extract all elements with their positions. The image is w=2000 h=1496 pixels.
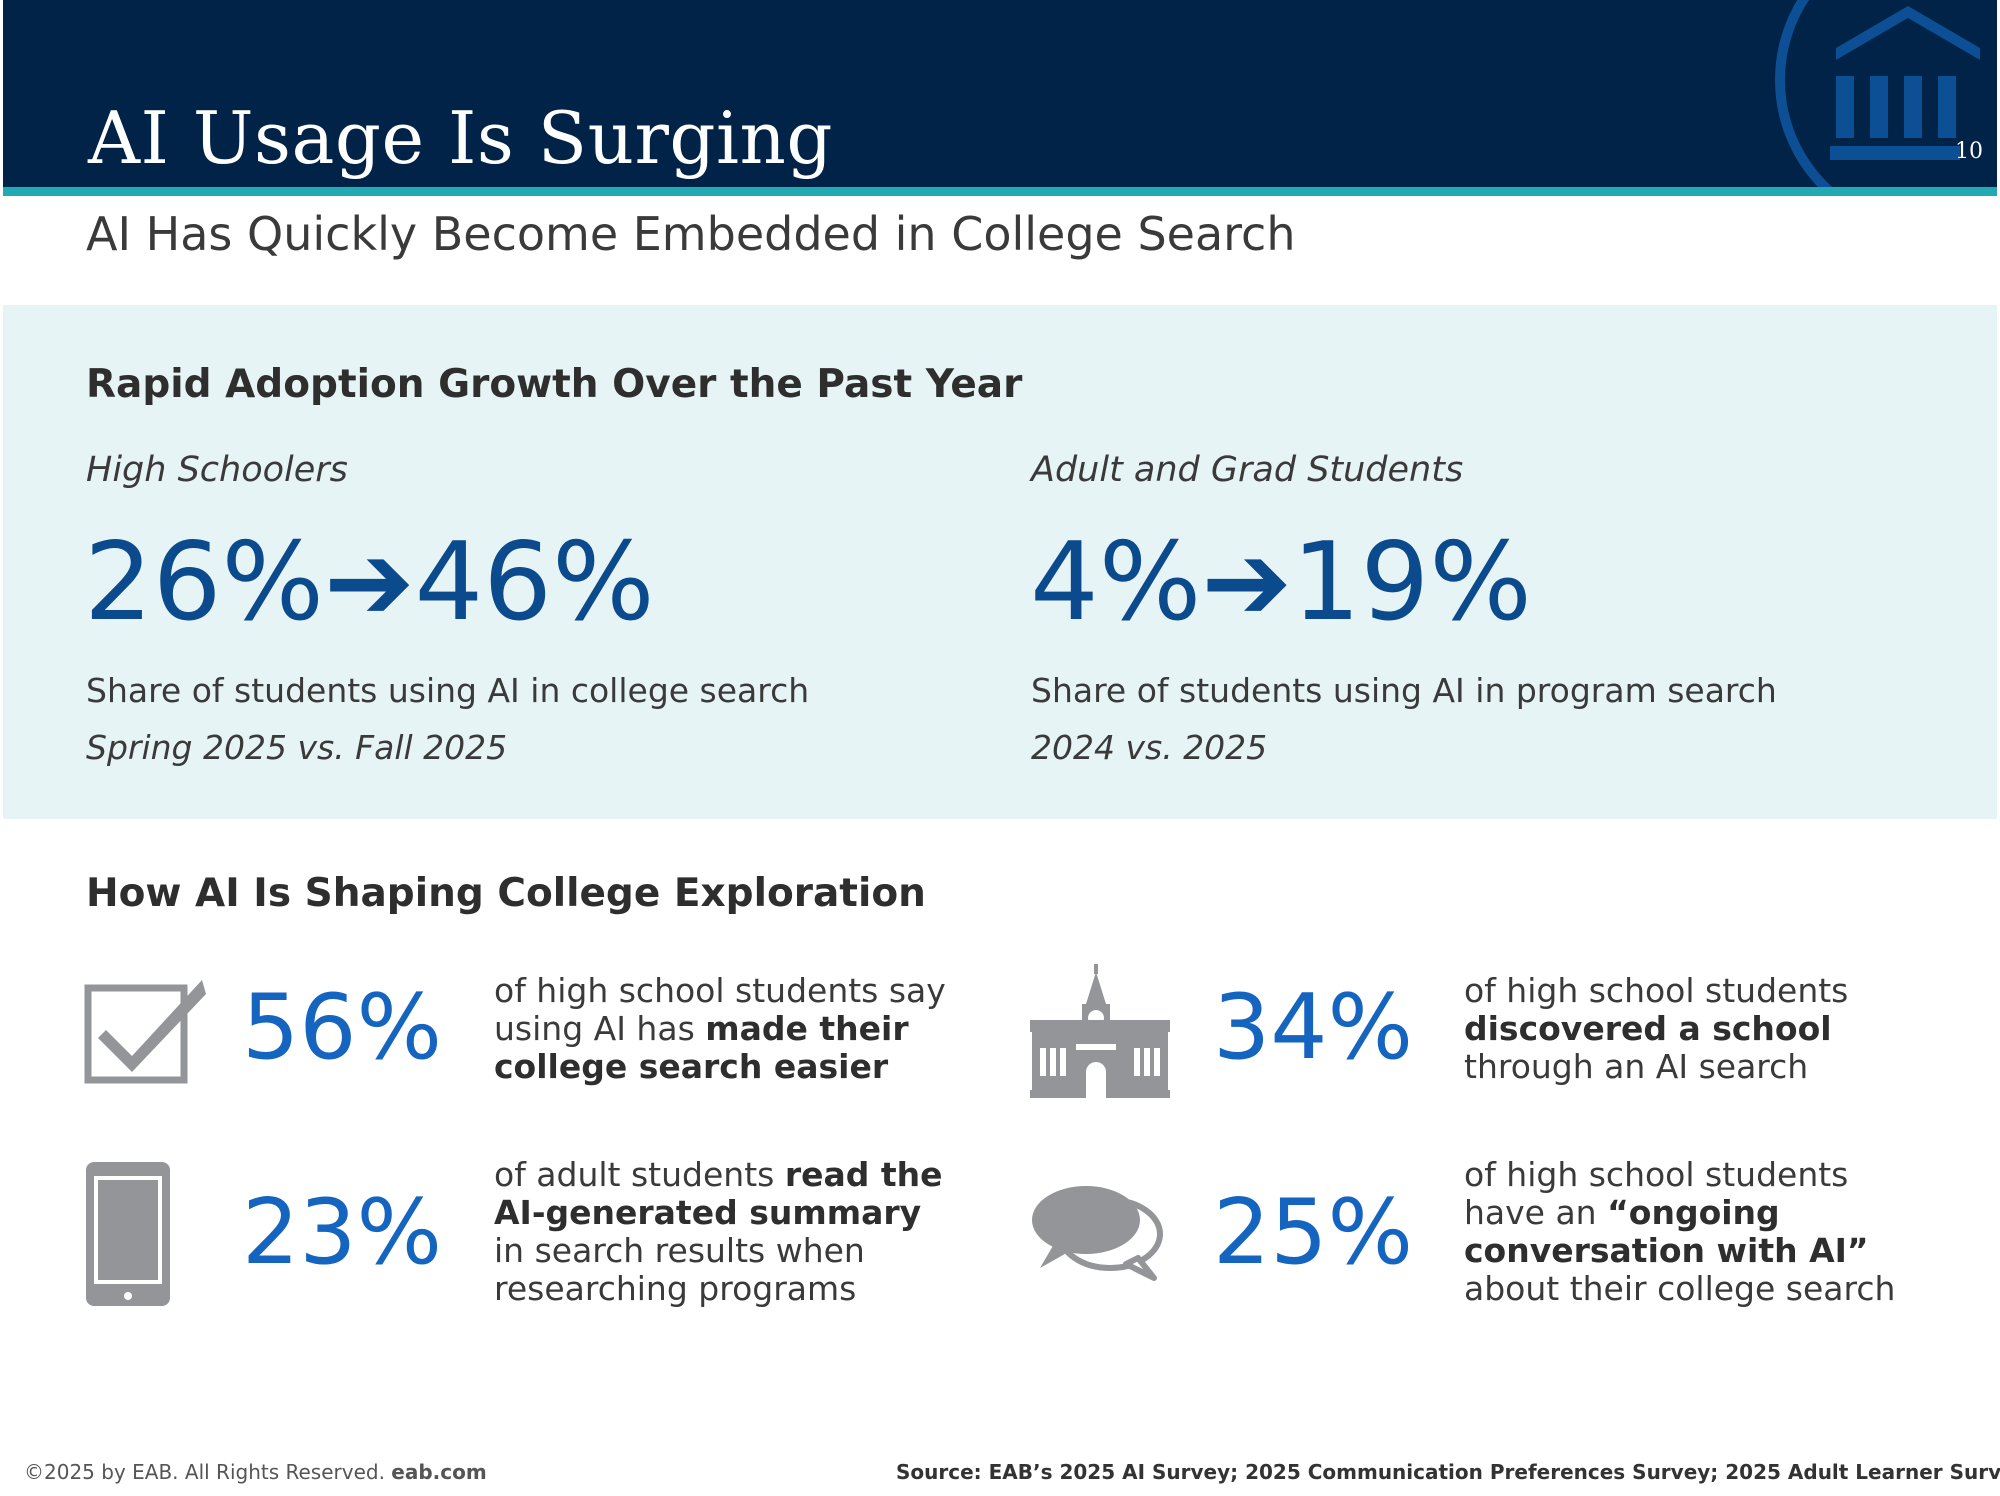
description-line: using AI has made their <box>494 1010 946 1048</box>
high-schoolers-period: Spring 2025 vs. Fall 2025 <box>86 728 508 767</box>
page-title: AI Usage Is Surging <box>88 96 833 180</box>
plain-text: of high school students <box>1464 1155 1849 1194</box>
plain-text: of adult students <box>494 1155 785 1194</box>
high-schoolers-description: Share of students using AI in college se… <box>86 671 810 710</box>
adult-grad-description: Share of students using AI in program se… <box>1031 671 1777 710</box>
adoption-panel <box>3 305 1997 819</box>
page-subtitle: AI Has Quickly Become Embedded in Colleg… <box>86 207 1296 261</box>
description-line: of high school students <box>1464 972 1848 1010</box>
description-line: of adult students read the <box>494 1156 943 1194</box>
site-link[interactable]: eab.com <box>391 1460 487 1484</box>
emphasis-text: “ongoing <box>1607 1193 1780 1232</box>
school-building-icon <box>1030 964 1170 1098</box>
description-line: conversation with AI” <box>1464 1232 1895 1270</box>
description-line: in search results when <box>494 1232 943 1270</box>
stat-percent: 34% <box>1213 975 1414 1080</box>
description-line: discovered a school <box>1464 1010 1848 1048</box>
copyright-text: ©2025 by EAB. All Rights Reserved. <box>24 1460 385 1484</box>
description-line: through an AI search <box>1464 1048 1848 1086</box>
stat-description: of high school students have an “ongoing c… <box>1464 1156 1895 1308</box>
footer-source: Source: EAB’s 2025 AI Survey; 2025 Commu… <box>896 1460 2000 1484</box>
plain-text: of high school students <box>1464 971 1849 1010</box>
header-accent-line <box>3 187 1997 196</box>
stat-description: of high school students say using AI has … <box>494 972 946 1086</box>
stat-description: of adult students read the AI-generated s… <box>494 1156 943 1308</box>
header-bar <box>3 0 1997 187</box>
high-schoolers-label: High Schoolers <box>86 450 348 490</box>
emphasis-text: discovered a school <box>1464 1009 1832 1048</box>
plain-text: using AI has <box>494 1009 706 1048</box>
building-columns-icon <box>1775 0 1980 187</box>
description-line: college search easier <box>494 1048 946 1086</box>
speech-bubbles-icon <box>1032 1186 1163 1281</box>
emphasis-text: made their <box>705 1009 909 1048</box>
checkbox-check-icon <box>84 980 206 1084</box>
description-line: AI-generated summary <box>494 1194 943 1232</box>
adoption-heading: Rapid Adoption Growth Over the Past Year <box>86 362 1023 407</box>
plain-text: about their college search <box>1464 1269 1896 1308</box>
page-number: 10 <box>1955 139 1983 164</box>
stat-percent: 56% <box>242 975 443 1080</box>
high-schoolers-stat: 26%➔46% <box>84 520 655 645</box>
shaping-heading: How AI Is Shaping College Exploration <box>86 871 926 916</box>
adult-grad-period: 2024 vs. 2025 <box>1031 728 1268 767</box>
footer-copyright: ©2025 by EAB. All Rights Reserved. eab.c… <box>24 1460 487 1484</box>
description-line: of high school students say <box>494 972 946 1010</box>
plain-text: have an <box>1464 1193 1608 1232</box>
description-line: of high school students <box>1464 1156 1895 1194</box>
description-line: have an “ongoing <box>1464 1194 1895 1232</box>
emphasis-text: college search easier <box>494 1047 889 1086</box>
description-line: about their college search <box>1464 1270 1895 1308</box>
stat-percent: 25% <box>1213 1180 1414 1285</box>
adult-grad-stat: 4%➔19% <box>1030 520 1532 645</box>
adult-grad-label: Adult and Grad Students <box>1031 450 1464 490</box>
plain-text: through an AI search <box>1464 1047 1809 1086</box>
description-line: researching programs <box>494 1270 943 1308</box>
emphasis-text: read the <box>784 1155 943 1194</box>
emphasis-text: conversation with AI” <box>1464 1231 1869 1270</box>
emphasis-text: AI-generated summary <box>494 1193 922 1232</box>
plain-text: in search results when <box>494 1231 865 1270</box>
stat-description: of high school students discovered a scho… <box>1464 972 1848 1086</box>
mobile-phone-icon <box>86 1162 170 1306</box>
plain-text: of high school students say <box>494 971 946 1010</box>
plain-text: researching programs <box>494 1269 857 1308</box>
stat-percent: 23% <box>242 1180 443 1285</box>
